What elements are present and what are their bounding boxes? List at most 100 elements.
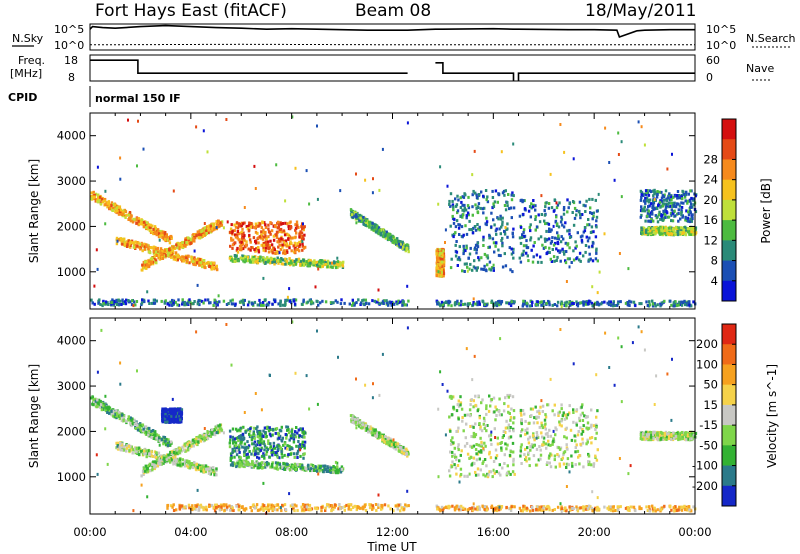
- heat-cell: [680, 300, 683, 304]
- heat-cell: [381, 147, 384, 151]
- heat-cell: [273, 248, 276, 252]
- heat-cell: [529, 238, 532, 242]
- heat-cell: [694, 194, 697, 198]
- heat-cell: [568, 257, 571, 261]
- heat-cell: [154, 247, 158, 251]
- heat-cell: [568, 300, 571, 304]
- heat-cell: [297, 257, 301, 261]
- heat-cell: [284, 221, 287, 225]
- heat-cell: [192, 237, 195, 241]
- heat-cell: [190, 462, 194, 465]
- heat-cell: [545, 252, 548, 256]
- heat-cell: [553, 198, 556, 202]
- heat-cell: [250, 246, 253, 249]
- heat-cell: [549, 172, 552, 176]
- heat-cell: [279, 299, 282, 303]
- heat-cell: [206, 431, 210, 435]
- heat-cell: [509, 206, 513, 210]
- heat-cell: [154, 226, 157, 230]
- heat-cell: [121, 242, 124, 246]
- heat-cell: [143, 300, 146, 303]
- heat-cell: [148, 453, 151, 456]
- beam-title: Beam 08: [355, 1, 431, 21]
- heat-cell: [492, 241, 496, 245]
- heat-cell: [476, 223, 479, 226]
- heat-cell: [173, 256, 177, 260]
- heat-cell: [295, 258, 298, 262]
- heat-cell: [236, 246, 239, 250]
- heat-cell: [574, 240, 577, 244]
- heat-cell: [353, 214, 356, 218]
- heat-cell: [197, 236, 200, 240]
- heat-cell: [652, 219, 655, 223]
- heat-cell: [152, 433, 155, 437]
- heat-cell: [267, 301, 271, 305]
- heat-cell: [218, 430, 221, 434]
- heat-cell: [165, 457, 168, 461]
- heat-cell: [584, 302, 588, 306]
- heat-cell: [332, 261, 336, 265]
- heat-cell: [234, 302, 237, 306]
- heat-cell: [488, 245, 491, 249]
- heat-cell: [316, 124, 318, 128]
- heat-cell: [476, 245, 480, 249]
- heat-cell: [155, 299, 158, 303]
- heat-cell: [518, 214, 522, 218]
- heat-cell: [498, 300, 501, 304]
- heat-cell: [690, 216, 694, 220]
- heat-cell: [680, 303, 684, 307]
- heat-cell: [281, 303, 285, 307]
- heat-cell: [386, 233, 390, 237]
- heat-cell: [264, 298, 267, 302]
- heat-cell: [236, 226, 240, 230]
- heat-cell: [95, 404, 99, 408]
- heat-cell: [683, 226, 686, 229]
- heat-cell: [174, 251, 178, 255]
- heat-cell: [196, 259, 200, 263]
- heat-cell: [374, 230, 378, 234]
- heat-cell: [395, 300, 398, 304]
- heat-cell: [141, 429, 145, 433]
- heat-cell: [458, 258, 462, 262]
- heat-cell: [583, 226, 587, 229]
- heat-cell: [281, 243, 284, 247]
- heat-cell: [690, 226, 693, 230]
- heat-cell: [187, 254, 190, 258]
- heat-cell: [527, 259, 530, 263]
- heat-cell: [316, 300, 319, 303]
- heat-cell: [133, 418, 136, 422]
- heat-cell: [139, 448, 142, 452]
- heat-cell: [290, 242, 293, 246]
- heat-cell: [110, 301, 113, 305]
- heat-cell: [183, 303, 186, 307]
- heat-cell: [142, 449, 146, 453]
- heat-cell: [653, 302, 656, 306]
- heat-cell: [660, 232, 663, 236]
- heat-cell: [494, 229, 498, 233]
- heat-cell: [243, 206, 246, 209]
- heat-cell: [165, 235, 168, 239]
- heat-cell: [131, 220, 135, 224]
- heat-cell: [595, 209, 599, 213]
- heat-cell: [152, 298, 156, 302]
- heat-cell: [548, 251, 551, 254]
- heat-cell: [586, 239, 590, 243]
- heat-cell: [494, 241, 498, 245]
- heat-cell: [153, 460, 157, 464]
- heat-cell: [148, 302, 151, 305]
- heat-cell: [556, 231, 559, 235]
- heat-cell: [444, 228, 447, 232]
- heat-cell: [129, 240, 132, 244]
- heat-cell: [137, 453, 141, 456]
- heat-cell: [136, 449, 140, 453]
- heat-cell: [460, 225, 464, 229]
- heat-cell: [146, 290, 149, 294]
- heat-cell: [254, 241, 258, 245]
- heat-cell: [358, 213, 361, 217]
- heat-cell: [441, 303, 445, 307]
- heat-cell: [288, 257, 291, 261]
- heat-cell: [303, 233, 306, 237]
- heat-cell: [274, 233, 277, 237]
- heat-cell: [153, 301, 157, 305]
